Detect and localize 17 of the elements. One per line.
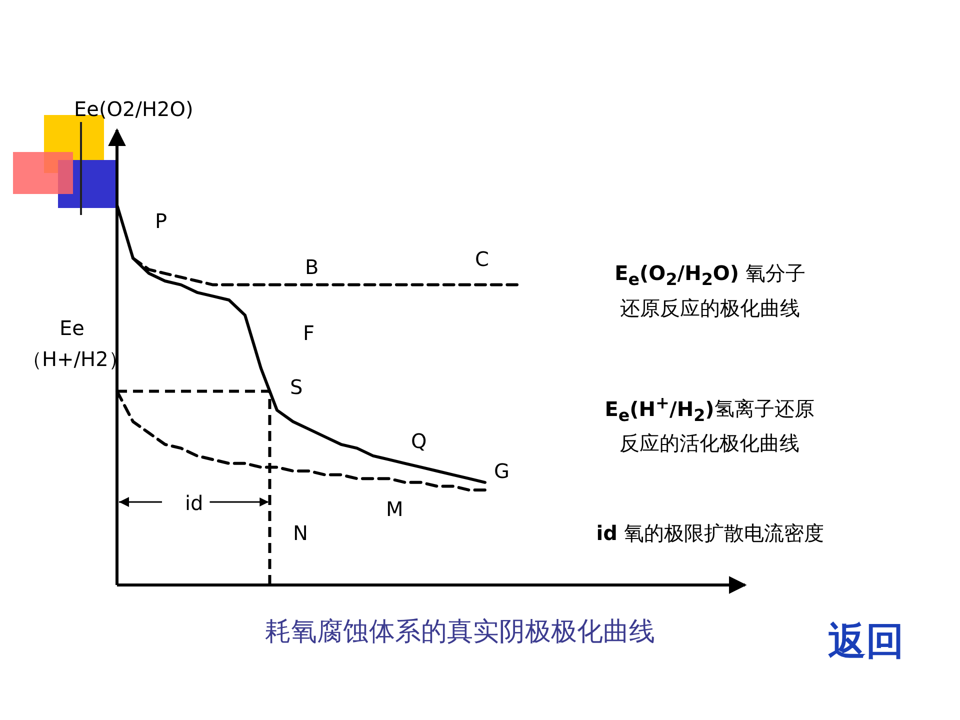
text: 返回 (828, 618, 904, 665)
text: E$_{e}$(O$_{2}$/H$_{2}$O) 氧分子还原反应的极化曲线 (614, 261, 806, 320)
annotation: id (185, 490, 204, 517)
annotation: B (305, 254, 319, 281)
annotation: G (494, 458, 510, 485)
y-axis-title: Ee(O2/H2O) (74, 96, 194, 123)
annotation: P (155, 208, 168, 235)
annotation: C (475, 246, 489, 273)
annotation: F (303, 320, 315, 347)
text: 耗氧腐蚀体系的真实阴极极化曲线 (264, 616, 656, 649)
annotation: M (386, 496, 404, 523)
ref-line-label: Ee （H+/H2） (22, 315, 128, 374)
text: E$_{e}$(H$^{+}$/H$_{2}$)氢离子还原反应的活化极化曲线 (604, 393, 814, 456)
annotation: Q (411, 428, 427, 455)
text: id 氧的极限扩散电流密度 (595, 520, 825, 547)
annotation: N (293, 520, 308, 547)
annotation: S (290, 374, 303, 401)
